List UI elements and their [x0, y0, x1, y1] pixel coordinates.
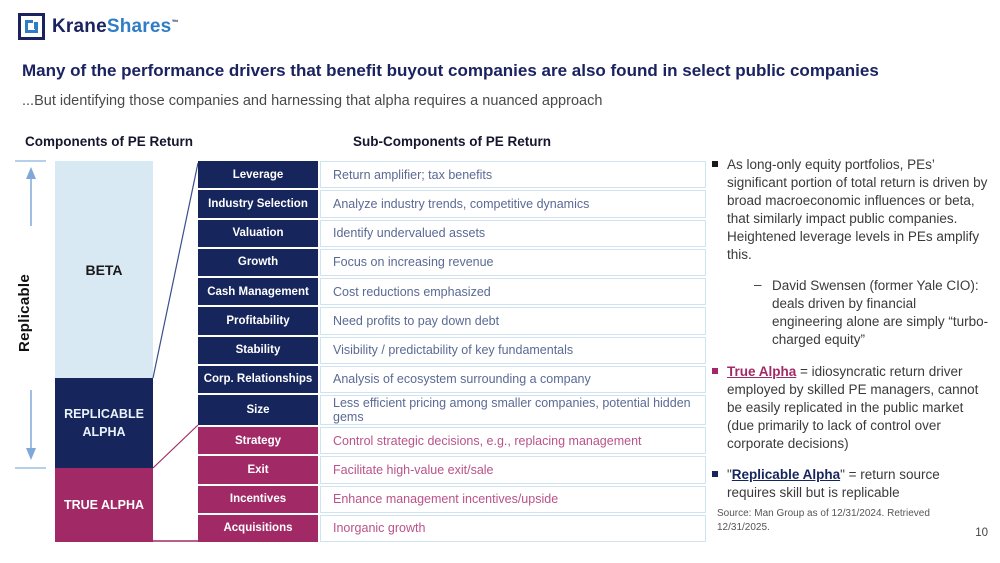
bullet-text: "Replicable Alpha" = return source requi…: [727, 466, 990, 502]
row-label: Valuation: [198, 219, 318, 247]
replicable-axis-label: Replicable: [16, 273, 33, 353]
square-bullet-icon: [712, 156, 727, 264]
table-row: Incentives Enhance management incentives/…: [198, 485, 706, 513]
replicable-alpha-box: REPLICABLE ALPHA: [55, 378, 153, 468]
row-description: Control strategic decisions, e.g., repla…: [320, 427, 706, 455]
row-description: Focus on increasing revenue: [320, 248, 706, 276]
square-bullet-icon: [712, 363, 727, 453]
row-description: Visibility / predictability of key funda…: [320, 336, 706, 364]
table-row: Cash Management Cost reductions emphasize…: [198, 278, 706, 306]
logo-shares: Shares: [106, 15, 172, 37]
row-description: Facilitate high-value exit/sale: [320, 456, 706, 484]
slide-subtitle: ...But identifying those companies and h…: [22, 93, 603, 109]
bullet-true-alpha: True Alpha = idiosyncratic return driver…: [712, 363, 990, 453]
sub-components-table: Leverage Return amplifier; tax benefits I…: [198, 161, 706, 542]
table-row: Strategy Control strategic decisions, e.g…: [198, 427, 706, 455]
row-description: Analysis of ecosystem surrounding a comp…: [320, 365, 706, 393]
bullet-text: True Alpha = idiosyncratic return driver…: [727, 363, 990, 453]
dash-bullet-icon: –: [754, 277, 762, 292]
logo-trademark: ™: [171, 19, 179, 27]
row-description: Cost reductions emphasized: [320, 278, 706, 306]
connector-lines: [152, 162, 199, 542]
open-quote: ": [727, 467, 732, 482]
replicable-alpha-term: Replicable Alpha: [731, 467, 841, 482]
table-row: Profitability Need profits to pay down de…: [198, 307, 706, 335]
row-description: Return amplifier; tax benefits: [320, 161, 706, 189]
row-description: Identify undervalued assets: [320, 219, 706, 247]
row-label: Cash Management: [198, 278, 318, 306]
slide-title: Many of the performance drivers that ben…: [22, 61, 879, 80]
source-note: Source: Man Group as of 12/31/2024. Retr…: [717, 508, 930, 533]
kraneshares-logo-icon: [18, 13, 45, 40]
table-row: Corp. Relationships Analysis of ecosystem…: [198, 365, 706, 393]
row-label: Profitability: [198, 307, 318, 335]
bullet-replicable-alpha: "Replicable Alpha" = return source requi…: [712, 466, 990, 502]
table-row: Leverage Return amplifier; tax benefits: [198, 161, 706, 189]
page-number: 10: [975, 527, 988, 539]
bullet-beta: As long-only equity portfolios, PEs’ sig…: [712, 156, 990, 264]
table-row: Industry Selection Analyze industry trend…: [198, 190, 706, 218]
sub-bullet-swensen: – David Swensen (former Yale CIO): deals…: [754, 277, 990, 349]
row-description: Inorganic growth: [320, 514, 706, 542]
row-label: Growth: [198, 248, 318, 276]
table-row: Growth Focus on increasing revenue: [198, 248, 706, 276]
true-alpha-box: TRUE ALPHA: [55, 468, 153, 542]
square-bullet-icon: [712, 466, 727, 502]
bullet-text-rest: " = return source requires skill but is …: [727, 467, 940, 500]
row-description: Less efficient pricing among smaller com…: [320, 395, 706, 425]
commentary-panel: As long-only equity portfolios, PEs’ sig…: [712, 156, 990, 515]
row-label: Acquisitions: [198, 514, 318, 542]
row-label: Exit: [198, 456, 318, 484]
row-label: Corp. Relationships: [198, 365, 318, 393]
true-alpha-term: True Alpha: [727, 364, 797, 379]
sub-bullet-text: David Swensen (former Yale CIO): deals d…: [772, 278, 989, 347]
row-description: Need profits to pay down debt: [320, 307, 706, 335]
bullet-text: As long-only equity portfolios, PEs’ sig…: [727, 157, 988, 262]
table-row: Acquisitions Inorganic growth: [198, 514, 706, 542]
table-row: Size Less efficient pricing among smaller…: [198, 395, 706, 425]
row-description: Enhance management incentives/upside: [320, 485, 706, 513]
row-label: Leverage: [198, 161, 318, 189]
logo-krane: Krane: [52, 15, 107, 37]
beta-box: BETA: [55, 161, 153, 378]
bullet-text-rest: = idiosyncratic return driver employed b…: [727, 364, 979, 451]
table-row: Valuation Identify undervalued assets: [198, 219, 706, 247]
table-row: Stability Visibility / predictability of …: [198, 336, 706, 364]
kraneshares-logo-text: KraneShares™: [52, 16, 179, 38]
row-description: Analyze industry trends, competitive dyn…: [320, 190, 706, 218]
row-label: Incentives: [198, 485, 318, 513]
row-label: Stability: [198, 336, 318, 364]
row-label: Strategy: [198, 427, 318, 455]
table-row: Exit Facilitate high-value exit/sale: [198, 456, 706, 484]
row-label: Industry Selection: [198, 190, 318, 218]
components-heading: Components of PE Return: [25, 134, 193, 149]
replicable-axis-arrows: [15, 160, 46, 469]
sub-components-heading: Sub-Components of PE Return: [353, 134, 551, 149]
row-label: Size: [198, 395, 318, 425]
kraneshares-logo: KraneShares™: [18, 13, 179, 40]
